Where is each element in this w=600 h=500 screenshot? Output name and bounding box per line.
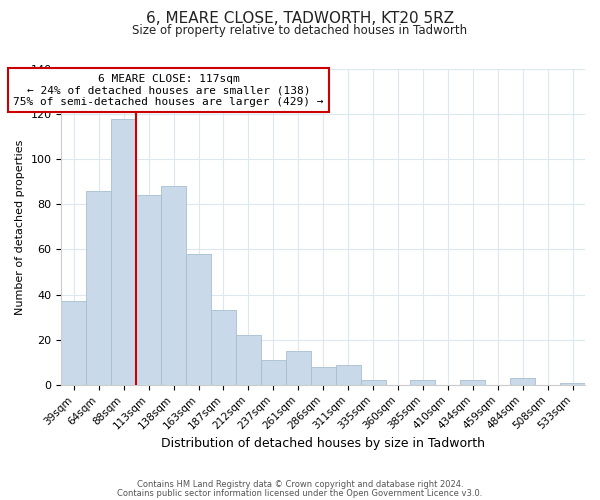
Bar bbox=[410, 380, 436, 385]
Bar bbox=[361, 380, 386, 385]
Bar bbox=[161, 186, 186, 385]
Bar bbox=[236, 335, 261, 385]
Bar bbox=[286, 351, 311, 385]
Text: Contains HM Land Registry data © Crown copyright and database right 2024.: Contains HM Land Registry data © Crown c… bbox=[137, 480, 463, 489]
Bar bbox=[335, 364, 361, 385]
Bar bbox=[86, 191, 111, 385]
Bar bbox=[186, 254, 211, 385]
Y-axis label: Number of detached properties: Number of detached properties bbox=[15, 139, 25, 314]
Text: Size of property relative to detached houses in Tadworth: Size of property relative to detached ho… bbox=[133, 24, 467, 37]
Bar bbox=[211, 310, 236, 385]
Text: Contains public sector information licensed under the Open Government Licence v3: Contains public sector information licen… bbox=[118, 489, 482, 498]
Text: 6 MEARE CLOSE: 117sqm
← 24% of detached houses are smaller (138)
75% of semi-det: 6 MEARE CLOSE: 117sqm ← 24% of detached … bbox=[13, 74, 324, 106]
X-axis label: Distribution of detached houses by size in Tadworth: Distribution of detached houses by size … bbox=[161, 437, 485, 450]
Bar bbox=[460, 380, 485, 385]
Bar bbox=[136, 196, 161, 385]
Bar bbox=[111, 118, 136, 385]
Bar bbox=[510, 378, 535, 385]
Bar bbox=[560, 382, 585, 385]
Bar bbox=[261, 360, 286, 385]
Bar bbox=[311, 367, 335, 385]
Bar bbox=[61, 302, 86, 385]
Text: 6, MEARE CLOSE, TADWORTH, KT20 5RZ: 6, MEARE CLOSE, TADWORTH, KT20 5RZ bbox=[146, 11, 454, 26]
